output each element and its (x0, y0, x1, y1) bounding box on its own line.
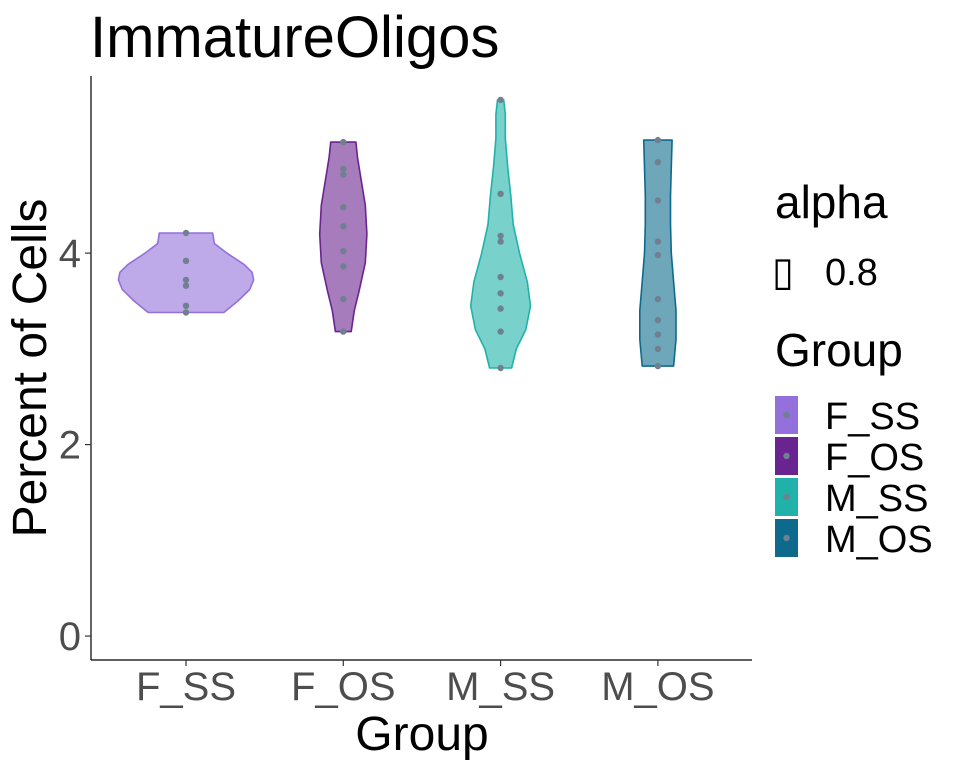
data-point (654, 251, 662, 259)
x-tick-label: M_SS (446, 665, 555, 709)
data-point (497, 364, 504, 372)
legend-item-label: M_SS (825, 478, 928, 520)
data-point (340, 204, 347, 211)
data-point (182, 229, 190, 237)
legend-item: F_SS (775, 396, 920, 438)
x-tick-label: F_SS (136, 665, 236, 709)
x-tick-label: M_OS (601, 665, 714, 709)
data-point (340, 223, 347, 230)
data-point (340, 295, 347, 303)
legend-item-label: F_SS (825, 396, 920, 438)
data-point (654, 238, 662, 245)
data-point (182, 257, 190, 264)
legend-swatch-point (783, 493, 790, 501)
x-axis-title: Group (355, 708, 488, 761)
chart-title: ImmatureOligos (90, 5, 499, 70)
legend-swatch-point (783, 411, 790, 419)
violins-layer (117, 99, 677, 369)
legend-alpha-title: alpha (775, 176, 888, 228)
data-point (497, 290, 504, 297)
plot-area: 0 2 4 F_SS F_OS M_SS M_OS (59, 76, 752, 709)
y-tick-label: 0 (59, 615, 81, 659)
data-point (182, 302, 190, 309)
data-point (497, 96, 504, 104)
data-point (497, 190, 504, 197)
data-point (497, 305, 504, 312)
data-point (654, 159, 662, 166)
legend-swatch-point (783, 534, 790, 542)
x-ticks: F_SS F_OS M_SS M_OS (136, 660, 715, 709)
data-point (497, 238, 504, 245)
data-point (340, 171, 347, 178)
data-point (654, 362, 662, 370)
y-axis-title: Percent of Cells (4, 199, 57, 538)
violin-f-os (318, 141, 368, 333)
data-point (497, 232, 504, 240)
legend-item: M_SS (775, 478, 928, 520)
legend-alpha-key: ▯ (772, 250, 794, 294)
data-point (654, 136, 662, 144)
data-point (340, 328, 347, 335)
data-point (340, 138, 347, 146)
legend-swatch-point (783, 452, 790, 460)
data-point (654, 316, 662, 324)
data-point (340, 263, 347, 270)
legend: alpha ▯ 0.8 Group F_SSF_OSM_SSM_OS (772, 176, 933, 561)
violin-f-ss (117, 232, 255, 314)
data-point (654, 295, 662, 303)
legend-group-items: F_SSF_OSM_SSM_OS (775, 396, 933, 561)
data-point (182, 309, 190, 316)
legend-item-label: F_OS (825, 437, 924, 479)
data-point (654, 197, 662, 204)
legend-item: F_OS (775, 437, 924, 479)
data-point (182, 276, 190, 284)
points-layer (182, 96, 662, 372)
legend-alpha-value: 0.8 (825, 252, 878, 294)
y-tick-label: 2 (59, 424, 81, 468)
data-point (654, 345, 662, 353)
legend-item-label: M_OS (825, 519, 933, 561)
y-tick-label: 4 (59, 232, 81, 276)
data-point (497, 273, 504, 281)
data-point (497, 328, 504, 335)
data-point (340, 165, 347, 173)
data-point (340, 248, 347, 255)
data-point (182, 282, 190, 289)
data-point (654, 331, 662, 338)
y-ticks: 0 2 4 (59, 232, 91, 659)
legend-group-title: Group (775, 324, 903, 376)
x-tick-label: F_OS (291, 665, 395, 709)
legend-item: M_OS (775, 519, 933, 561)
